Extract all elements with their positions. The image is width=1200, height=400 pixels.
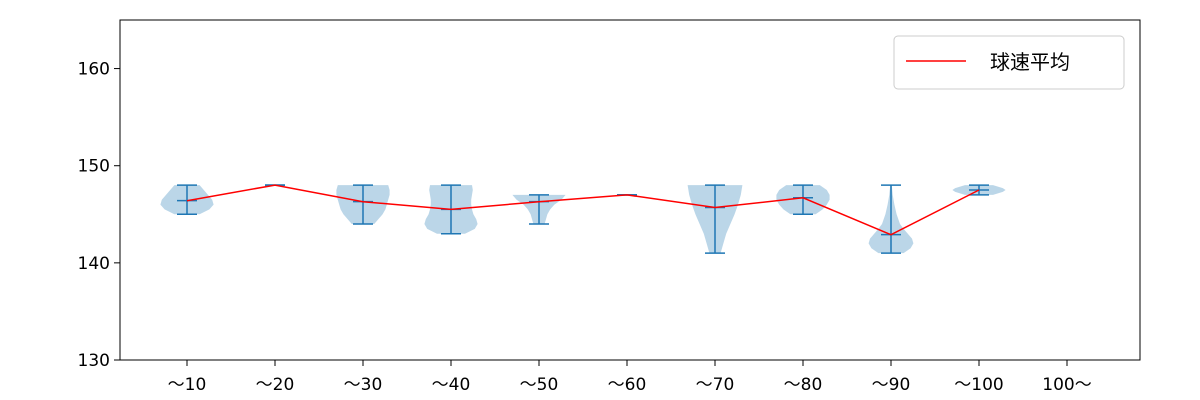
x-axis: ～10 ～20 ～30 ～40 ～50 ～60 ～70 ～80 ～90 ～100 100～: [168, 360, 1092, 395]
legend: 球速平均: [893, 35, 1125, 90]
legend-label: 球速平均: [990, 50, 1070, 74]
x-tick-label: ～30: [344, 375, 383, 395]
x-tick-label: ～10: [168, 375, 207, 395]
y-tick-label: 140: [78, 254, 110, 274]
plot-frame: [119, 19, 1141, 361]
x-tick-label: ～90: [872, 375, 911, 395]
x-tick-label: ～20: [256, 375, 295, 395]
x-tick-label: 100～: [1042, 375, 1091, 395]
mean-speed-line: [186, 184, 980, 236]
x-tick-label: ～100: [954, 375, 1003, 395]
x-tick-label: ～60: [608, 375, 647, 395]
x-tick-label: ～80: [784, 375, 823, 395]
legend-box: [893, 35, 1125, 90]
x-tick-label: ～70: [696, 375, 735, 395]
violin-layer: [160, 185, 1006, 254]
whisker-layer: [177, 184, 989, 254]
x-tick-label: ～50: [520, 375, 559, 395]
y-axis: 130 140 150 160: [78, 60, 120, 371]
y-tick-label: 150: [78, 157, 110, 177]
x-tick-label: ～40: [432, 375, 471, 395]
y-tick-label: 160: [78, 60, 110, 80]
y-tick-label: 130: [78, 351, 110, 371]
